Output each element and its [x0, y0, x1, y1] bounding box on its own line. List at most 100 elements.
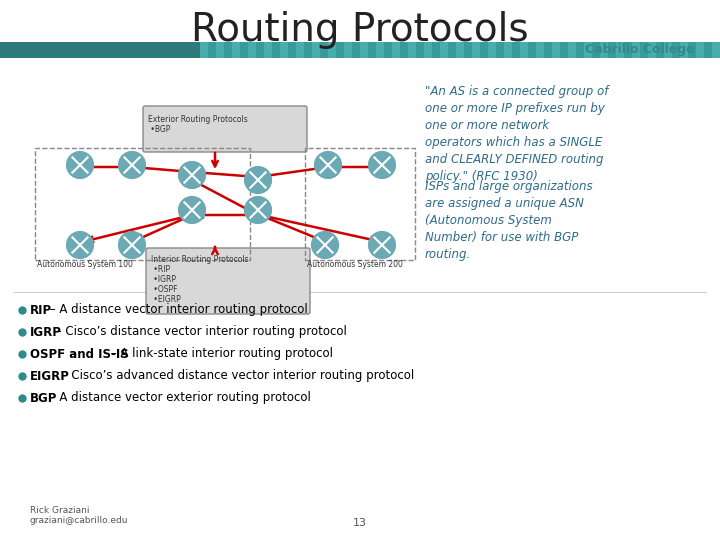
Bar	[344, 42, 352, 58]
Text: – A distance vector interior routing protocol: – A distance vector interior routing pro…	[47, 303, 308, 316]
Bar	[424, 42, 432, 58]
Text: IGRP: IGRP	[30, 326, 62, 339]
Bar	[488, 42, 496, 58]
Bar	[416, 42, 424, 58]
Bar	[664, 42, 672, 58]
Bar	[672, 42, 680, 58]
Bar	[712, 42, 720, 58]
Bar	[200, 42, 208, 58]
Bar	[696, 42, 704, 58]
Bar	[264, 42, 272, 58]
FancyBboxPatch shape	[146, 248, 310, 314]
Text: – A distance vector exterior routing protocol: – A distance vector exterior routing pro…	[47, 392, 311, 404]
Bar	[512, 42, 520, 58]
Bar	[704, 42, 712, 58]
Bar	[320, 42, 328, 58]
Bar	[384, 42, 392, 58]
Circle shape	[67, 152, 93, 178]
Text: Cabrillo College: Cabrillo College	[585, 44, 695, 57]
Bar	[648, 42, 656, 58]
Bar	[305, 148, 415, 260]
Bar	[504, 42, 512, 58]
Text: •IGRP: •IGRP	[151, 275, 176, 284]
Text: Rick Graziani
graziani@cabrillo.edu: Rick Graziani graziani@cabrillo.edu	[30, 505, 128, 525]
Bar	[528, 42, 536, 58]
Bar	[656, 42, 664, 58]
Text: ISPs and large organizations
are assigned a unique ASN
(Autonomous System
Number: ISPs and large organizations are assigne…	[425, 180, 593, 261]
Circle shape	[369, 232, 395, 258]
Text: – Cisco’s advanced distance vector interior routing protocol: – Cisco’s advanced distance vector inter…	[58, 369, 414, 382]
Circle shape	[119, 152, 145, 178]
Bar	[472, 42, 480, 58]
Bar	[520, 42, 528, 58]
Circle shape	[67, 232, 93, 258]
Bar	[232, 42, 240, 58]
Bar	[680, 42, 688, 58]
Bar	[216, 42, 224, 58]
Bar	[0, 42, 200, 58]
Circle shape	[245, 167, 271, 193]
FancyBboxPatch shape	[143, 106, 307, 152]
Text: Interior Routing Protocols: Interior Routing Protocols	[151, 255, 248, 264]
Text: Autonomous System 200: Autonomous System 200	[307, 260, 403, 269]
Text: 13: 13	[353, 518, 367, 528]
Bar	[552, 42, 560, 58]
Bar	[248, 42, 256, 58]
Circle shape	[245, 197, 271, 223]
Text: BGP: BGP	[30, 392, 58, 404]
Bar	[536, 42, 544, 58]
Bar	[336, 42, 344, 58]
Text: – Cisco’s distance vector interior routing protocol: – Cisco’s distance vector interior routi…	[52, 326, 347, 339]
Text: "An AS is a connected group of
one or more IP prefixes run by
one or more networ: "An AS is a connected group of one or mo…	[425, 85, 608, 183]
Bar	[608, 42, 616, 58]
Bar	[35, 148, 250, 260]
Bar	[456, 42, 464, 58]
Bar	[288, 42, 296, 58]
Bar	[592, 42, 600, 58]
Bar	[616, 42, 624, 58]
Bar	[376, 42, 384, 58]
Circle shape	[369, 152, 395, 178]
Bar	[280, 42, 288, 58]
Bar	[408, 42, 416, 58]
Bar	[632, 42, 640, 58]
Text: •RIP: •RIP	[151, 265, 170, 274]
Bar	[600, 42, 608, 58]
Bar	[208, 42, 216, 58]
Text: •EIGRP: •EIGRP	[151, 295, 181, 304]
Bar	[560, 42, 568, 58]
Bar	[400, 42, 408, 58]
Bar	[312, 42, 320, 58]
Bar	[576, 42, 584, 58]
Bar	[440, 42, 448, 58]
Text: Autonomous System 100: Autonomous System 100	[37, 260, 133, 269]
Circle shape	[119, 232, 145, 258]
Bar	[368, 42, 376, 58]
Bar	[568, 42, 576, 58]
Text: Routing Protocols: Routing Protocols	[192, 11, 528, 49]
Text: •OSPF: •OSPF	[151, 285, 178, 294]
Bar	[496, 42, 504, 58]
Text: – A link-state interior routing protocol: – A link-state interior routing protocol	[107, 348, 333, 361]
Bar	[640, 42, 648, 58]
Bar	[432, 42, 440, 58]
Bar	[480, 42, 488, 58]
Bar	[360, 42, 368, 58]
Bar	[304, 42, 312, 58]
Text: Exterior Routing Protocols: Exterior Routing Protocols	[148, 115, 248, 124]
Bar	[272, 42, 280, 58]
Circle shape	[315, 152, 341, 178]
Bar	[688, 42, 696, 58]
Bar	[392, 42, 400, 58]
Bar	[224, 42, 232, 58]
Text: EIGRP: EIGRP	[30, 369, 70, 382]
Bar	[256, 42, 264, 58]
Bar	[584, 42, 592, 58]
Bar	[544, 42, 552, 58]
Bar	[624, 42, 632, 58]
Bar	[296, 42, 304, 58]
Bar	[464, 42, 472, 58]
Text: RIP: RIP	[30, 303, 52, 316]
Bar	[240, 42, 248, 58]
Circle shape	[179, 162, 205, 188]
